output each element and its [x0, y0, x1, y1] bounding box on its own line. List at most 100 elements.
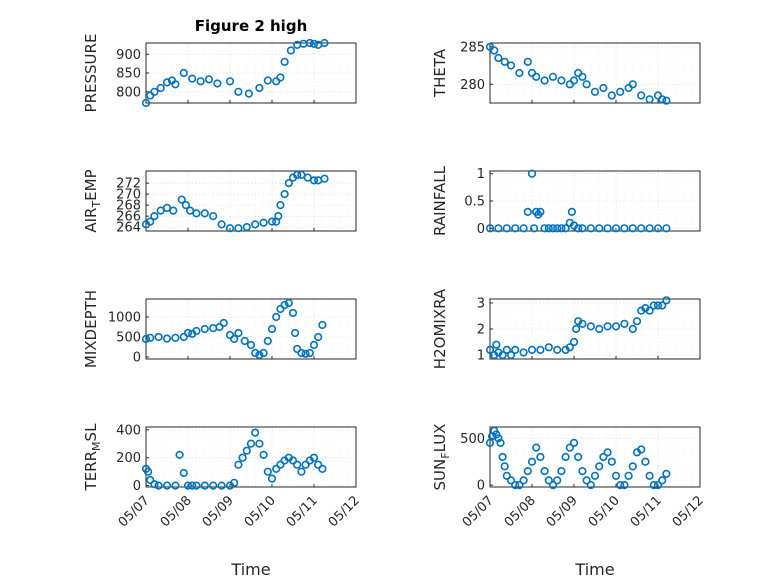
data-point	[662, 96, 671, 105]
data-point	[485, 345, 495, 355]
data-point	[200, 324, 209, 334]
data-point	[314, 332, 323, 342]
data-point	[645, 95, 654, 104]
data-point	[565, 443, 574, 452]
data-point	[204, 75, 214, 84]
data-point	[578, 319, 587, 328]
data-point	[574, 224, 583, 233]
data-point	[272, 312, 281, 322]
data-point	[171, 481, 180, 490]
data-point	[255, 83, 264, 93]
data-point	[611, 224, 621, 233]
data-point	[242, 446, 251, 455]
data-point	[590, 471, 600, 480]
data-point	[565, 343, 574, 352]
y-tick-label: 900	[116, 48, 141, 63]
data-point	[177, 195, 186, 204]
data-point	[519, 348, 528, 357]
x-axis-label: Time	[574, 560, 614, 579]
subplot-6: 1 2 3 H2OMIXRA	[431, 288, 701, 369]
data-point	[301, 460, 310, 469]
subplot-1: 800 850 900 PRESSURE Figure 2 high	[82, 17, 357, 112]
data-point	[561, 452, 570, 462]
data-point	[219, 318, 228, 328]
data-point	[557, 76, 566, 85]
data-point	[280, 190, 289, 199]
data-point	[200, 209, 209, 218]
data-point	[632, 317, 642, 326]
data-point	[553, 224, 562, 233]
data-point	[162, 78, 172, 87]
data-point	[536, 452, 545, 462]
data-point	[309, 39, 319, 48]
y-axis-label: THETA	[431, 48, 449, 98]
data-point	[309, 340, 319, 350]
data-point	[141, 98, 151, 108]
data-point	[540, 467, 549, 476]
data-point	[496, 438, 505, 448]
data-point	[146, 217, 155, 226]
axes-box	[145, 426, 357, 488]
y-axis-label: AIRTEMP	[82, 169, 103, 232]
data-point	[502, 224, 511, 233]
data-point	[263, 467, 272, 476]
data-point	[234, 87, 243, 96]
x-tick-label: 05/11	[284, 493, 321, 530]
data-point	[230, 334, 239, 344]
y-tick-label: 3	[477, 296, 485, 311]
data-point	[662, 469, 671, 479]
data-point	[162, 334, 172, 343]
data-point	[251, 220, 260, 229]
subplot-8: 05/07 05/08 05/09 05/10 05/11 05/12 0 500 SUNFLU…	[431, 424, 707, 579]
data-point	[527, 345, 537, 355]
x-axis-label: Time	[230, 560, 270, 579]
data-point	[544, 224, 553, 233]
data-point	[603, 224, 612, 233]
data-point	[523, 467, 532, 476]
data-point	[225, 224, 235, 233]
data-point	[259, 450, 268, 460]
y-tick-label: 0	[477, 222, 485, 237]
y-tick-label: 0	[133, 479, 141, 494]
data-point	[255, 439, 264, 448]
data-point	[586, 322, 595, 331]
y-tick-label: 0.5	[464, 195, 485, 210]
data-point	[303, 173, 312, 182]
data-point	[259, 218, 268, 227]
data-point	[209, 212, 218, 221]
axes-box	[145, 298, 357, 360]
data-point	[171, 333, 180, 342]
data-point	[314, 460, 323, 469]
data-point	[586, 481, 595, 490]
data-point	[658, 95, 667, 104]
axes-frame	[489, 170, 701, 232]
y-tick-label: 270	[116, 188, 141, 203]
data-point	[291, 328, 300, 338]
data-point	[620, 319, 629, 328]
data-point	[498, 452, 507, 462]
x-tick-label: 05/12	[326, 493, 363, 530]
data-point	[536, 345, 545, 355]
data-point	[320, 38, 329, 48]
x-tick-label: 05/11	[628, 493, 665, 530]
data-point	[662, 296, 671, 305]
data-point	[607, 91, 616, 100]
data-point	[305, 38, 314, 48]
data-point	[234, 328, 243, 338]
data-point	[532, 443, 541, 452]
y-tick-label: 266	[116, 210, 141, 225]
data-point	[544, 476, 553, 485]
y-tick-label: 500	[460, 432, 485, 447]
data-point	[571, 324, 581, 334]
data-point	[217, 220, 226, 229]
data-point	[595, 324, 604, 334]
data-point	[485, 224, 495, 233]
data-point	[527, 457, 537, 466]
data-point	[574, 452, 583, 462]
data-point	[511, 481, 520, 490]
data-point	[179, 68, 188, 78]
data-point	[246, 439, 256, 448]
y-axis-label: TERRMSL	[82, 423, 103, 492]
data-point	[200, 481, 209, 490]
y-tick-label: 1000	[108, 311, 141, 326]
